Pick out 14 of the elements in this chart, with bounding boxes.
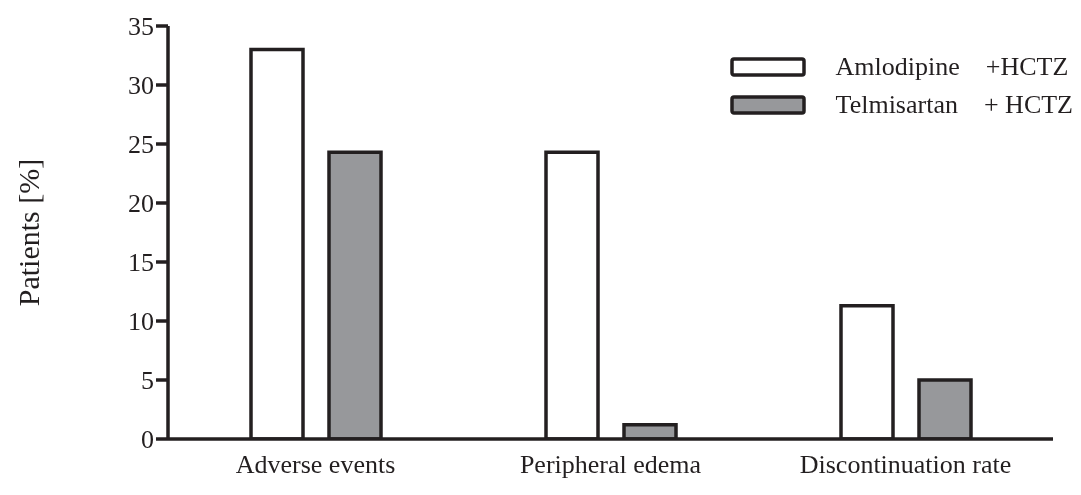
x-tick-label: Peripheral edema	[519, 450, 702, 480]
y-tick-label: 20	[128, 189, 154, 219]
y-tick-label: 15	[128, 248, 154, 278]
y-axis-title: Patients [%]	[11, 158, 45, 307]
legend-label: Amlodipine +HCTZ	[835, 52, 1069, 82]
y-tick-label: 25	[128, 130, 154, 160]
x-tick-label: Adverse events	[235, 450, 396, 480]
x-tick-label: Discontinuation rate	[799, 450, 1012, 480]
legend-label: Telmisartan + HCTZ	[835, 90, 1073, 120]
y-tick-label: 5	[141, 366, 154, 396]
y-tick-label: 10	[128, 307, 154, 337]
y-tick-label: 35	[128, 12, 154, 42]
y-tick-label: 30	[128, 71, 154, 101]
y-tick-label: 0	[141, 425, 154, 455]
